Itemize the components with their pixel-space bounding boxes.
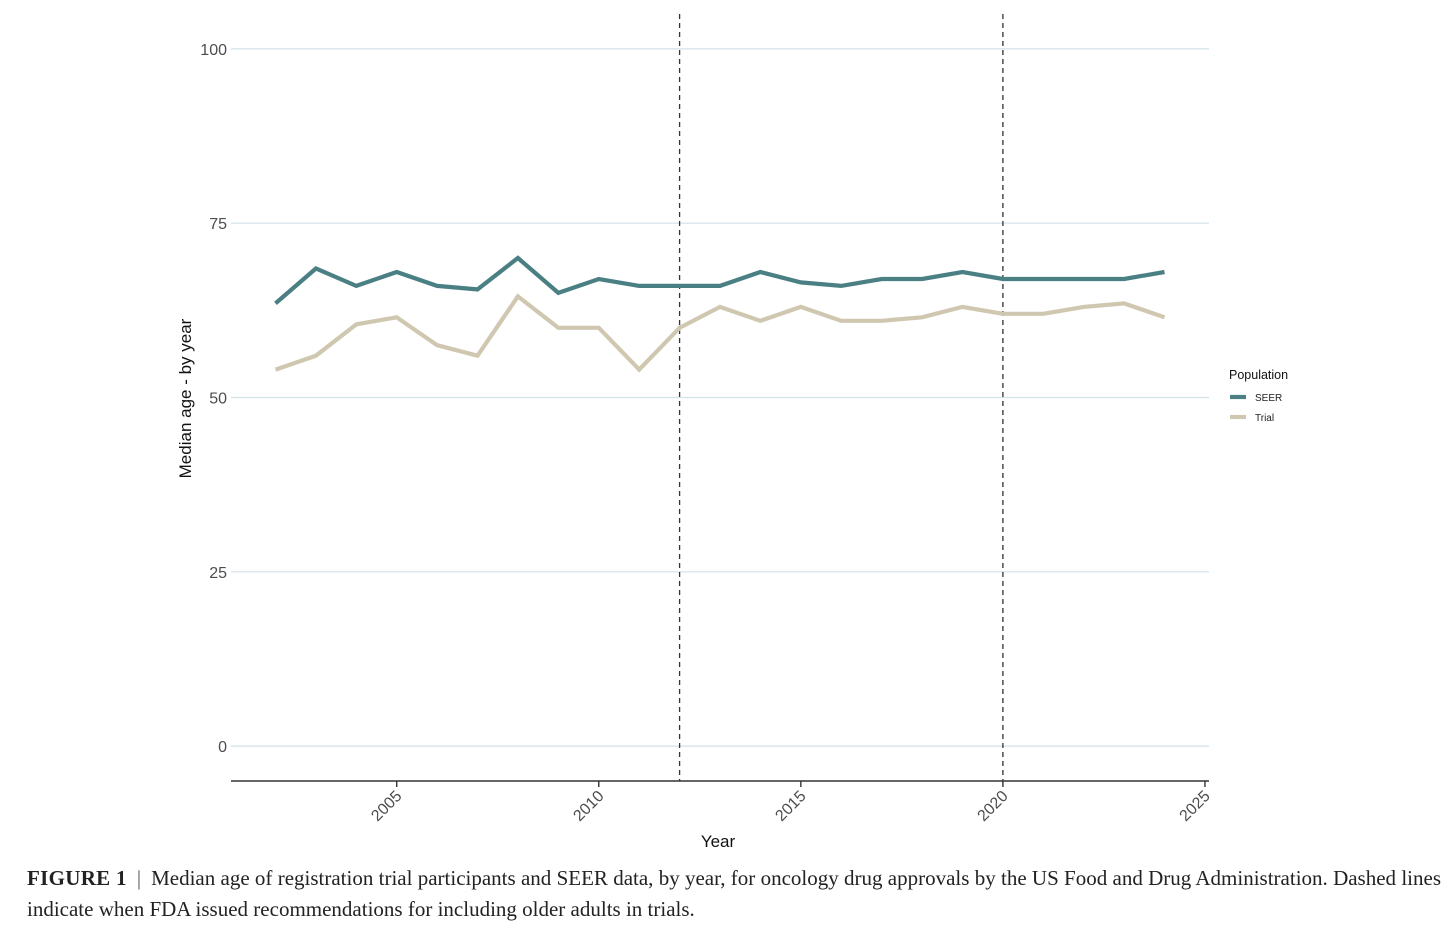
figure-caption: FIGURE 1 | Median age of registration tria… [27, 863, 1441, 925]
x-tick-label: 2005 [368, 788, 405, 825]
legend-label-trial: Trial [1255, 413, 1274, 424]
dashed-reference-lines [678, 14, 1004, 781]
figure-label: FIGURE 1 [27, 866, 127, 890]
x-axis-ticks: 2005 2010 2015 2020 2025 [368, 781, 1214, 825]
caption-text: Median age of registration trial partici… [27, 866, 1441, 921]
series-line-trial [274, 293, 1166, 373]
y-tick-label: 100 [200, 42, 227, 59]
x-tick-label: 2025 [1177, 788, 1214, 825]
x-tick-label: 2020 [975, 788, 1012, 825]
y-tick-label: 75 [209, 216, 227, 233]
y-axis-title: Median age - by year [176, 318, 195, 478]
legend-label-seer: SEER [1255, 393, 1282, 404]
gridlines [231, 48, 1209, 747]
chart-area: 2005 2010 2015 2020 2025 0 25 50 75 100 Year Med… [176, 14, 1288, 851]
series-lines [274, 255, 1166, 373]
legend-items: SEER Trial [1230, 393, 1282, 424]
x-axis-title: Year [701, 832, 736, 851]
y-tick-label: 50 [209, 391, 227, 408]
legend-title: Population [1229, 368, 1288, 382]
caption-separator: | [136, 866, 142, 890]
y-tick-label: 0 [218, 739, 227, 756]
y-tick-label: 25 [209, 565, 227, 582]
x-tick-label: 2010 [570, 788, 607, 825]
line-chart: 2005 2010 2015 2020 2025 0 25 50 75 100 Year Med… [176, 14, 1288, 851]
legend: Population SEER Trial [1229, 368, 1288, 424]
x-tick-label: 2015 [772, 788, 809, 825]
y-axis-ticks: 0 25 50 75 100 [200, 42, 227, 756]
series-line-seer [274, 255, 1165, 305]
